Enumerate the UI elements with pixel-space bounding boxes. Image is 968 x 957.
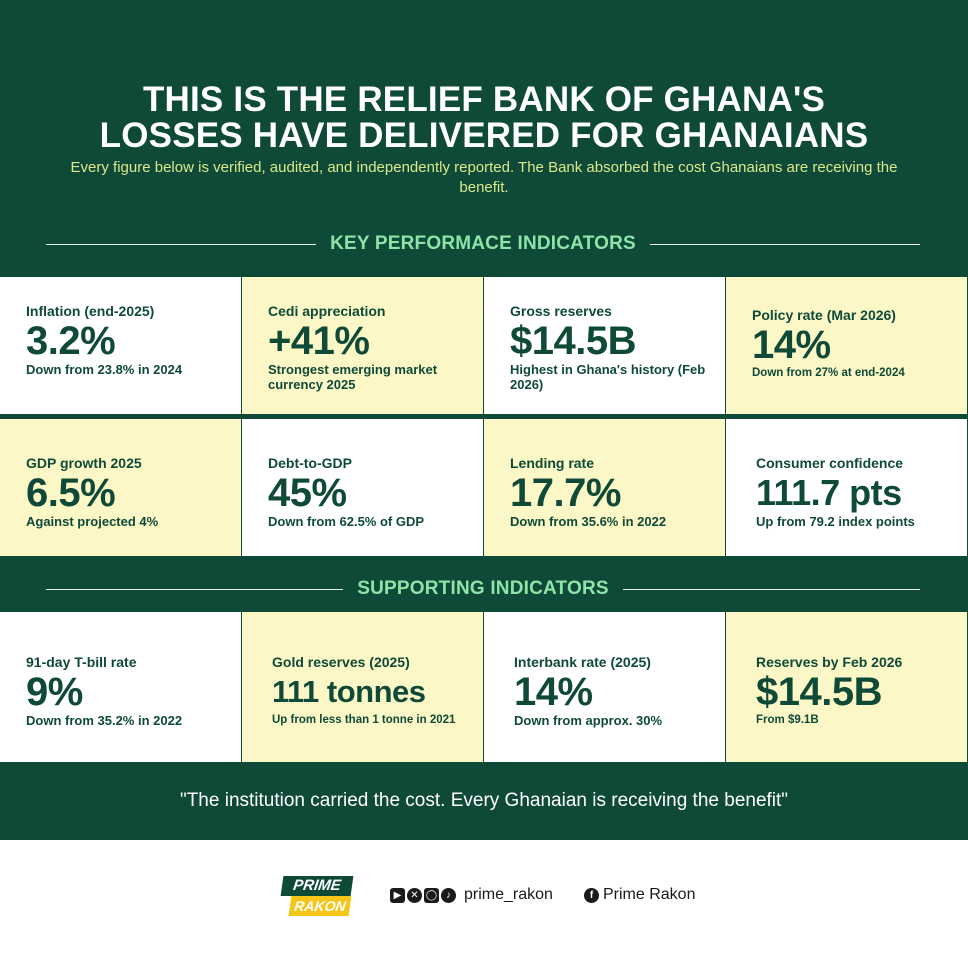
logo-text-rakon: RAKON: [288, 896, 352, 916]
kpi-label: Reserves by Feb 2026: [756, 654, 903, 670]
support-card-tbill: 91-day T-bill rate 9% Down from 35.2% in…: [0, 612, 242, 762]
kpi-label: Consumer confidence: [756, 455, 904, 471]
closing-quote: "The institution carried the cost. Every…: [179, 790, 789, 811]
kpi-value: 14%: [752, 323, 831, 367]
kpi-value: 6.5%: [26, 471, 116, 515]
logo-text-prime: PRIME: [280, 876, 354, 896]
supporting-indicators-grid: 91-day T-bill rate 9% Down from 35.2% in…: [0, 612, 968, 762]
kpi-card-lending-rate: Lending rate 17.7% Down from 35.6% in 20…: [484, 419, 726, 556]
kpi-value: $14.5B: [510, 319, 636, 363]
title-line-1: THIS IS THE RELIEF BANK OF GHANA'S: [142, 80, 826, 119]
kpi-note: Down from 35.6% in 2022: [510, 514, 667, 529]
key-indicators-heading: KEY PERFORMACE INDICATORS: [330, 233, 636, 254]
facebook-link[interactable]: f Prime Rakon: [584, 886, 695, 904]
facebook-icon[interactable]: f: [584, 887, 599, 903]
kpi-card-policy-rate: Policy rate (Mar 2026) 14% Down from 27%…: [726, 277, 968, 414]
kpi-note: From $9.1B: [756, 714, 819, 726]
kpi-label: Debt-to-GDP: [268, 455, 352, 471]
page-title: THIS IS THE RELIEF BANK OF GHANA'S LOSSE…: [0, 82, 968, 154]
kpi-label: Gold reserves (2025): [272, 654, 410, 670]
kpi-value: 111 tonnes: [272, 674, 426, 709]
kpi-note: Down from approx. 30%: [514, 713, 663, 728]
kpi-note: Highest in Ghana's history (Feb 2026): [510, 362, 706, 392]
divider-right: [649, 243, 920, 245]
kpi-note: Strongest emerging market currency 2025: [268, 362, 438, 392]
support-card-reserves: Reserves by Feb 2026 $14.5B From $9.1B: [726, 612, 968, 762]
kpi-label: 91-day T-bill rate: [26, 654, 137, 670]
kpi-label: Inflation (end-2025): [26, 303, 155, 319]
kpi-note: Against projected 4%: [26, 514, 159, 529]
kpi-note: Down from 23.8% in 2024: [26, 362, 183, 377]
divider-left: [46, 243, 317, 245]
social-handle[interactable]: prime_rakon: [464, 886, 553, 903]
kpi-label: Gross reserves: [510, 303, 612, 319]
kpi-value: 45%: [268, 471, 347, 515]
kpi-note: Down from 62.5% of GDP: [268, 514, 425, 529]
kpi-label: Lending rate: [510, 455, 595, 471]
support-card-interbank: Interbank rate (2025) 14% Down from appr…: [484, 612, 726, 762]
kpi-value: +41%: [268, 319, 370, 363]
footer: PRIME RAKON ▶ ✕ ◯ ♪ prime_rakon f Prime …: [0, 840, 968, 957]
kpi-card-cedi: Cedi appreciation +41% Strongest emergin…: [242, 277, 484, 414]
kpi-note: Down from 35.2% in 2022: [26, 713, 183, 728]
kpi-note: Down from 27% at end-2024: [752, 367, 905, 379]
kpi-value: 14%: [514, 670, 593, 714]
kpi-value: $14.5B: [756, 670, 882, 714]
kpi-value: 111.7 pts: [756, 472, 902, 513]
divider-right: [622, 588, 921, 590]
kpi-card-inflation: Inflation (end-2025) 3.2% Down from 23.8…: [0, 277, 242, 414]
kpi-label: Interbank rate (2025): [514, 654, 651, 670]
subtitle: Every figure below is verified, audited,…: [70, 159, 898, 196]
instagram-icon[interactable]: ◯: [424, 887, 439, 903]
title-line-2: LOSSES HAVE DELIVERED FOR GHANAIANS: [99, 116, 869, 155]
social-handles: ▶ ✕ ◯ ♪ prime_rakon: [390, 886, 553, 904]
kpi-card-gross-reserves: Gross reserves $14.5B Highest in Ghana's…: [484, 277, 726, 414]
facebook-name[interactable]: Prime Rakon: [603, 886, 696, 903]
youtube-icon[interactable]: ▶: [390, 887, 405, 903]
prime-rakon-logo: PRIME RAKON: [280, 876, 354, 918]
kpi-value: 3.2%: [26, 319, 116, 363]
support-card-gold: Gold reserves (2025) 111 tonnes Up from …: [242, 612, 484, 762]
kpi-card-gdp: GDP growth 2025 6.5% Against projected 4…: [0, 419, 242, 556]
supporting-indicators-heading: SUPPORTING INDICATORS: [357, 578, 609, 599]
kpi-note: Up from less than 1 tonne in 2021: [272, 714, 456, 726]
divider-left: [46, 588, 344, 590]
x-icon[interactable]: ✕: [407, 887, 422, 903]
kpi-label: GDP growth 2025: [26, 455, 142, 471]
key-indicators-grid: Inflation (end-2025) 3.2% Down from 23.8…: [0, 277, 968, 556]
tiktok-icon[interactable]: ♪: [441, 887, 456, 903]
kpi-card-debt: Debt-to-GDP 45% Down from 62.5% of GDP: [242, 419, 484, 556]
kpi-card-consumer-confidence: Consumer confidence 111.7 pts Up from 79…: [726, 419, 968, 556]
kpi-value: 17.7%: [510, 471, 621, 515]
kpi-label: Cedi appreciation: [268, 303, 386, 319]
key-indicators-header: KEY PERFORMACE INDICATORS: [46, 233, 920, 254]
supporting-indicators-header: SUPPORTING INDICATORS: [46, 578, 921, 599]
kpi-value: 9%: [26, 670, 83, 714]
kpi-note: Up from 79.2 index points: [756, 514, 915, 529]
kpi-label: Policy rate (Mar 2026): [752, 307, 896, 323]
